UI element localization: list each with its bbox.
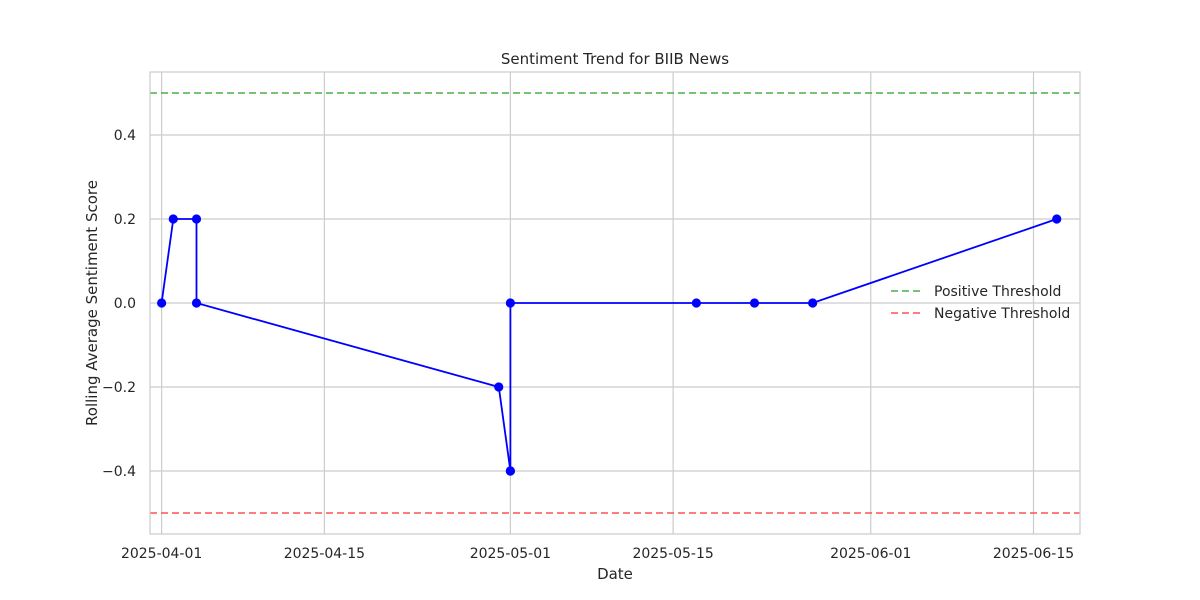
x-axis-ticks: 2025-04-01 2025-04-15 2025-05-01 2025-05-15…	[121, 546, 1074, 562]
y-tick-label: 0.2	[114, 212, 136, 228]
plot-frame	[149, 71, 1081, 535]
data-point	[505, 298, 515, 308]
y-tick-label: 0.4	[114, 128, 136, 144]
data-point	[191, 214, 202, 224]
data-point	[749, 298, 760, 308]
x-tick-label: 2025-05-15	[632, 546, 713, 562]
x-tick-label: 2025-05-01	[470, 546, 551, 562]
chart-title: Sentiment Trend for BIIB News	[501, 50, 729, 68]
y-axis-ticks: −0.4 −0.2 0.0 0.2 0.4	[102, 128, 136, 480]
data-point	[191, 298, 202, 308]
x-tick-label: 2025-04-01	[121, 546, 202, 562]
legend-label: Positive Threshold	[934, 284, 1061, 300]
data-point	[168, 214, 178, 224]
data-point	[157, 298, 167, 308]
data-point	[691, 298, 701, 308]
data-point	[808, 298, 818, 308]
y-tick-label: 0.0	[114, 296, 136, 312]
y-tick-label: −0.4	[102, 464, 136, 480]
y-tick-label: −0.2	[102, 380, 136, 396]
data-point	[1052, 214, 1062, 224]
threshold-lines	[150, 92, 1080, 514]
x-tick-label: 2025-06-15	[993, 546, 1074, 562]
data-point	[505, 466, 515, 476]
y-axis-title: Rolling Average Sentiment Score	[83, 180, 101, 426]
legend-label: Negative Threshold	[934, 306, 1070, 322]
legend: Positive Threshold Negative Threshold	[891, 284, 1070, 322]
x-axis-title: Date	[597, 565, 633, 583]
x-tick-label: 2025-04-15	[284, 546, 365, 562]
data-point	[494, 382, 504, 392]
series	[157, 214, 1062, 476]
x-tick-label: 2025-06-01	[830, 546, 911, 562]
